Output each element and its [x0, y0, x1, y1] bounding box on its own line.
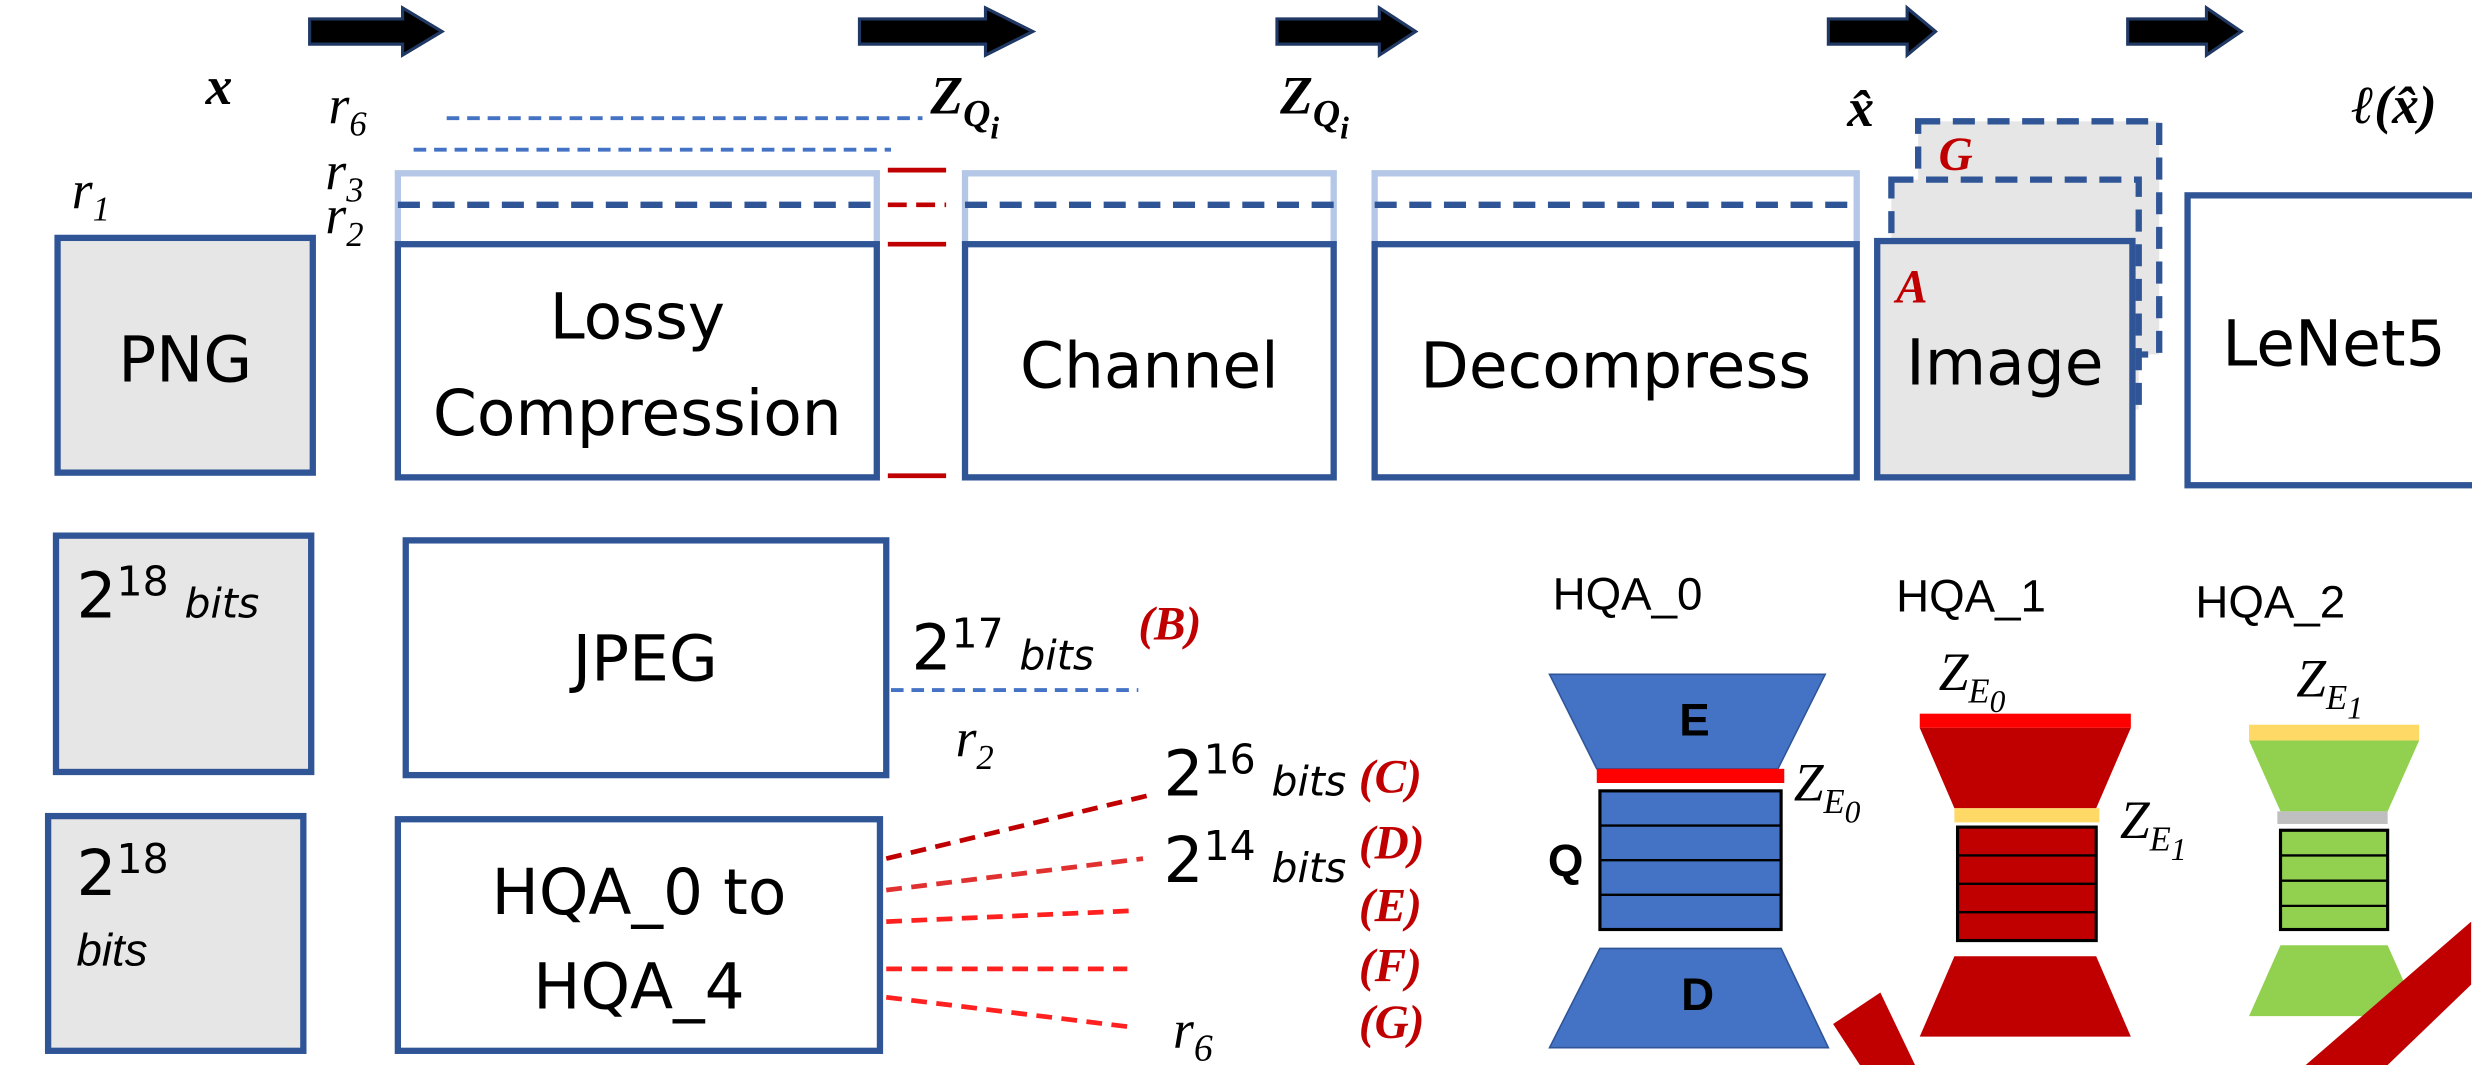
- decoder-label: D: [1681, 969, 1714, 1020]
- decoder: [1920, 956, 2131, 1036]
- tag: (E): [1359, 881, 1422, 933]
- box-label: HQA_4: [533, 950, 745, 1023]
- diagram: x ZQi ZQi x̂ ℓ(x̂) r1 r6 r3 r2 PNG Lossy…: [0, 0, 2472, 1065]
- signal-zq: ZQi: [1279, 65, 1349, 145]
- bits-label: bits: [76, 925, 147, 976]
- latent-bar: [1597, 769, 1784, 783]
- box-label: HQA_0 to: [491, 856, 786, 929]
- tag: (F): [1359, 941, 1422, 993]
- rate-label: r6: [329, 75, 368, 144]
- rate-lines: [886, 796, 1148, 1028]
- rate-label: r6: [1173, 1000, 1213, 1065]
- hqa-name: HQA_1: [1896, 570, 2046, 621]
- box-label: Compression: [433, 377, 842, 450]
- box-label: Image: [1906, 326, 2103, 399]
- tag: (G): [1359, 997, 1425, 1049]
- latent-bar: [1920, 714, 2131, 728]
- encoder-label: E: [1679, 695, 1709, 746]
- box-label: PNG: [118, 323, 252, 396]
- box-label: JPEG: [569, 623, 718, 696]
- quantizer-label: Q: [1548, 835, 1584, 886]
- latent-bar: [2249, 725, 2419, 741]
- latent-label: ZE0: [1794, 752, 1861, 829]
- hqa-name: HQA_2: [2195, 577, 2345, 628]
- marker: G: [1939, 129, 1973, 181]
- signal-xhat: x̂: [1846, 78, 1874, 138]
- tag: (B): [1138, 599, 1201, 651]
- encoder: [1920, 728, 2131, 808]
- latent-label: ZE0: [1939, 642, 2006, 719]
- latent-label: ZE1: [2296, 648, 2363, 725]
- tag: (D): [1359, 818, 1425, 870]
- signal-x: x: [205, 56, 233, 116]
- check-mark: [1833, 993, 1915, 1065]
- encoder: [2249, 740, 2419, 811]
- latent-label: ZE1: [2120, 790, 2187, 867]
- signal-zq: ZQi: [929, 65, 999, 145]
- box-label: Lossy: [550, 281, 725, 354]
- rate-label: r1: [72, 160, 110, 229]
- box-label: Channel: [1020, 330, 1279, 403]
- box-label: LeNet5: [2222, 308, 2445, 381]
- box-label: Decompress: [1420, 330, 1811, 403]
- rate-label: r2: [956, 708, 994, 777]
- hqa-name: HQA_0: [1553, 569, 1703, 620]
- latent-bar: [2277, 811, 2387, 824]
- marker: A: [1893, 261, 1928, 313]
- flow-arrows: [310, 8, 2241, 55]
- latent-bar: [1954, 808, 2099, 822]
- tag: (C): [1359, 751, 1422, 803]
- signal-loss: ℓ(x̂): [2351, 75, 2436, 135]
